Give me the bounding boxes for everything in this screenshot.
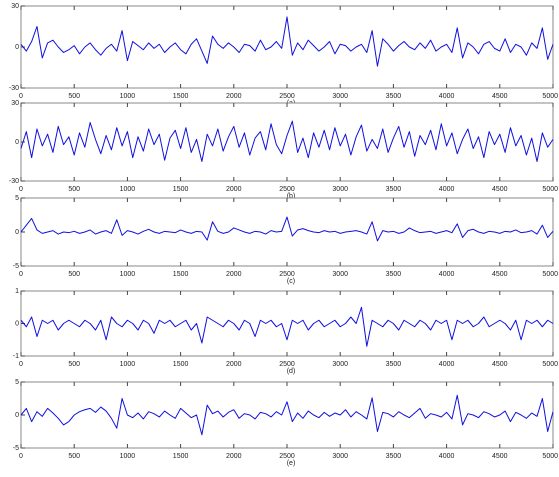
x-tick-label: 1500	[173, 271, 189, 278]
x-tick-label: 0	[19, 361, 23, 368]
x-tick-label: 1500	[173, 186, 189, 193]
x-tick-label: 0	[19, 271, 23, 278]
x-tick-label: 1000	[120, 361, 136, 368]
x-tick-label: 3500	[386, 361, 402, 368]
x-tick-label: 3000	[332, 93, 348, 100]
y-tick-label: 1	[15, 288, 19, 295]
y-tick-label: -5	[13, 445, 19, 452]
x-tick-label: 500	[68, 361, 80, 368]
y-tick-label: 0	[15, 44, 19, 51]
x-tick-label: 0	[19, 93, 23, 100]
x-tick-label: 500	[68, 93, 80, 100]
signal-line	[20, 216, 554, 242]
x-tick-label: 3500	[386, 93, 402, 100]
x-axis-label: (c)	[287, 278, 295, 285]
x-tick-label: 2500	[279, 361, 295, 368]
x-tick-label: 4000	[439, 93, 455, 100]
y-tick-label: 5	[15, 195, 19, 202]
y-tick-label: 0	[15, 412, 19, 419]
x-tick-label: 4500	[492, 453, 508, 460]
y-tick-label: 0	[15, 320, 19, 327]
x-tick-label: 4500	[492, 271, 508, 278]
x-axis-label: (b)	[287, 193, 296, 200]
x-tick-label: 5000	[542, 271, 558, 278]
x-axis-label: (d)	[287, 368, 296, 375]
x-tick-label: 3500	[386, 186, 402, 193]
x-tick-label: 4000	[439, 453, 455, 460]
x-tick-label: 1000	[120, 453, 136, 460]
x-tick-label: 2000	[226, 93, 242, 100]
x-tick-label: 3000	[332, 186, 348, 193]
x-tick-label: 1500	[173, 93, 189, 100]
x-tick-label: 1500	[173, 453, 189, 460]
y-tick-label: 30	[11, 3, 19, 10]
x-tick-label: 5000	[542, 453, 558, 460]
y-tick-label: 0	[15, 229, 19, 236]
x-tick-label: 2000	[226, 453, 242, 460]
x-tick-label: 2500	[279, 453, 295, 460]
y-tick-label: 5	[15, 379, 19, 386]
x-tick-label: 5000	[542, 361, 558, 368]
x-tick-label: 500	[68, 453, 80, 460]
x-tick-label: 0	[19, 453, 23, 460]
x-tick-label: 500	[68, 271, 80, 278]
x-tick-label: 2500	[279, 93, 295, 100]
y-tick-label: -5	[13, 263, 19, 270]
x-tick-label: 3000	[332, 361, 348, 368]
signal-line	[20, 120, 554, 162]
x-tick-label: 4500	[492, 186, 508, 193]
x-tick-label: 2000	[226, 361, 242, 368]
signal-line	[20, 394, 554, 436]
signal-line	[20, 306, 554, 347]
y-tick-label: 30	[11, 100, 19, 107]
x-tick-label: 5000	[542, 186, 558, 193]
x-tick-label: 4500	[492, 93, 508, 100]
x-tick-label: 1000	[120, 271, 136, 278]
x-tick-label: 3000	[332, 453, 348, 460]
x-tick-label: 0	[19, 186, 23, 193]
x-tick-label: 2500	[279, 186, 295, 193]
x-tick-label: 3000	[332, 271, 348, 278]
x-tick-label: 1000	[120, 93, 136, 100]
x-tick-label: 1000	[120, 186, 136, 193]
x-tick-label: 2500	[279, 271, 295, 278]
plot-frame	[20, 290, 554, 357]
x-tick-label: 1500	[173, 361, 189, 368]
signal-line	[20, 16, 554, 67]
y-tick-label: 0	[15, 139, 19, 146]
x-tick-label: 4000	[439, 361, 455, 368]
x-tick-label: 3500	[386, 453, 402, 460]
x-tick-label: 3500	[386, 271, 402, 278]
x-tick-label: 2000	[226, 271, 242, 278]
x-tick-label: 4500	[492, 361, 508, 368]
x-tick-label: 2000	[226, 186, 242, 193]
x-axis-label: (e)	[287, 460, 296, 467]
x-tick-label: 4000	[439, 186, 455, 193]
plot-frame	[20, 102, 554, 182]
x-tick-label: 500	[68, 186, 80, 193]
y-tick-label: -1	[13, 353, 19, 360]
x-tick-label: 5000	[542, 93, 558, 100]
y-tick-label: -30	[9, 85, 19, 92]
y-tick-label: -30	[9, 178, 19, 185]
x-tick-label: 4000	[439, 271, 455, 278]
